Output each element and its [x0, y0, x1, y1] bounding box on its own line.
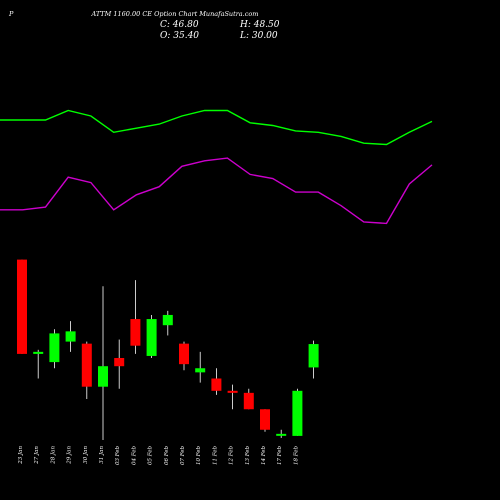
candle-body: [17, 259, 27, 354]
candle-body: [162, 314, 173, 326]
upper-band-line: [0, 109, 433, 146]
candle-body: [276, 433, 287, 436]
close-value: C: 46.80: [160, 20, 199, 30]
candle-body: [211, 378, 222, 391]
chart-title: ATTM 1160.00 CE Option Chart MunafaSutra…: [91, 10, 259, 18]
x-tick-label: 04 Feb: [131, 446, 137, 466]
x-tick-label: 05 Feb: [148, 446, 154, 466]
candle-body: [114, 358, 125, 367]
x-tick-label: 14 Feb: [261, 446, 267, 466]
x-tick-label: 06 Feb: [164, 446, 170, 466]
band-layer: [0, 109, 433, 225]
x-tick-label: 07 Feb: [180, 446, 186, 466]
x-tick-label: 11 Feb: [212, 446, 218, 466]
low-value: L: 30.00: [239, 31, 278, 41]
x-tick-label: 03 Feb: [115, 446, 121, 466]
candle-body: [81, 343, 92, 387]
open-value: O: 35.40: [160, 31, 199, 41]
candle-body: [260, 409, 270, 430]
x-tick-label: 10 Feb: [196, 446, 202, 466]
candle-body: [179, 343, 189, 365]
x-tick-label: 29 Jan: [67, 446, 73, 465]
candle-body: [243, 392, 254, 410]
candle-body: [130, 319, 141, 346]
lower-band-line: [0, 157, 433, 225]
x-tick-label: 17 Feb: [277, 446, 283, 466]
candle-body: [65, 331, 76, 342]
candle-body: [308, 344, 319, 368]
x-tick-label: 30 Jan: [83, 446, 89, 464]
candle-body: [227, 390, 238, 393]
candle-layer: [17, 259, 319, 440]
high-value: H: 48.50: [239, 20, 280, 30]
candle-body: [195, 368, 206, 373]
candle-body: [146, 319, 157, 356]
candle-body: [292, 390, 303, 436]
x-tick-label: 28 Jan: [50, 446, 56, 465]
x-tick-label: 12 Feb: [229, 446, 235, 466]
x-tick-label: 27 Jan: [34, 446, 40, 465]
x-tick-label: 31 Jan: [99, 446, 105, 464]
chart-symbol: P: [8, 10, 14, 18]
x-tick-label: 13 Feb: [245, 446, 251, 466]
x-axis-labels: 23 Jan 27 Jan 28 Jan 29 Jan 30 Jan 31 Jan 03 F…: [18, 446, 299, 466]
candle-body: [33, 351, 44, 354]
x-tick-label: 18 Feb: [293, 446, 299, 466]
candle-body: [49, 333, 60, 363]
candle-body: [98, 366, 108, 387]
x-tick-label: 23 Jan: [18, 446, 24, 465]
